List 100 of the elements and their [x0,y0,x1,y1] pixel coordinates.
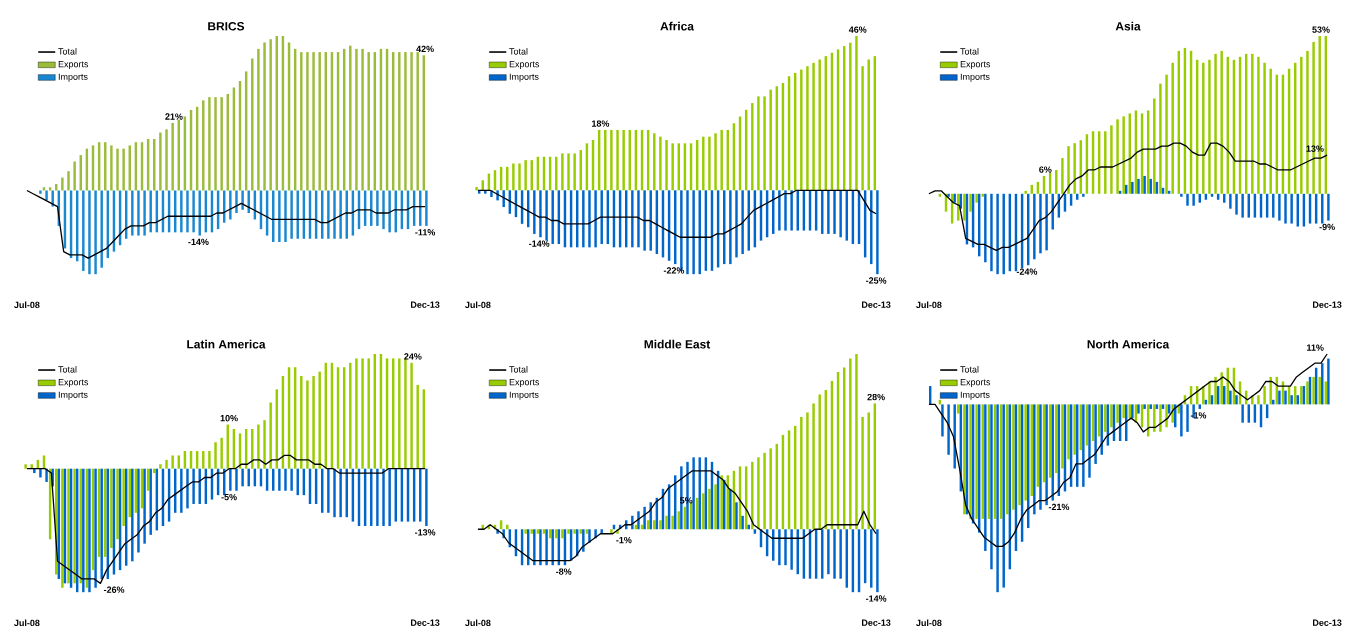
bar [122,468,125,527]
bar [533,529,536,566]
bar [1284,390,1287,405]
bar [131,190,134,236]
bar [1290,193,1293,224]
bar [290,468,293,491]
bar [214,442,217,469]
bar [416,384,419,469]
bar [671,143,674,191]
bar [692,190,695,275]
bar [990,193,993,272]
data-label: 6% [1039,166,1052,173]
bar [1033,193,1036,260]
bar [1165,404,1168,428]
bar [1116,119,1119,194]
bar [867,59,870,191]
bar [582,529,585,552]
bar [1263,62,1266,194]
bar [969,193,972,212]
bar [24,464,27,469]
data-label: 11% [1307,344,1324,351]
data-label: -14% [865,595,887,602]
bar [171,122,174,191]
bar [551,190,554,244]
bar [300,376,303,469]
bar [778,529,781,566]
bar [202,100,205,191]
bar [1318,376,1321,405]
bar [1202,386,1205,405]
bar [551,529,554,566]
bar [957,404,960,414]
bar [790,190,793,231]
bar [61,468,64,588]
bar [714,133,717,191]
bar [778,190,781,231]
bar [861,66,864,191]
bar [806,66,809,191]
bar [251,58,254,191]
bar [1137,178,1140,194]
legend-label: Exports [509,379,540,388]
data-label: 21% [165,113,183,120]
bar [1321,363,1324,405]
bar [82,190,85,271]
bar [769,448,772,530]
bar [367,52,370,191]
bar [165,459,168,469]
bar [996,404,999,593]
x-tick-label: Dec-13 [862,301,891,308]
bar [870,190,873,265]
bar [241,190,244,210]
bar [1143,175,1146,194]
bar [708,488,711,530]
bar [1073,143,1076,194]
bar [610,129,613,191]
bar [1290,395,1293,405]
bar [1082,404,1085,487]
data-label: -13% [414,529,436,536]
bar [1192,193,1195,206]
bar [257,48,260,191]
bar [1235,395,1238,405]
bar [984,404,987,551]
bar [1159,83,1162,194]
legend-label: Total [58,366,77,373]
bar [757,96,760,191]
bar [94,468,97,588]
bar [1165,74,1168,194]
bar [714,484,717,530]
bar [1002,193,1005,275]
data-label: 53% [1312,26,1330,33]
bar [708,136,711,191]
x-tick-label: Jul-08 [14,301,40,309]
legend-label: Imports [960,73,990,82]
bar [1180,193,1183,197]
bar [1024,404,1027,501]
bar [143,468,146,544]
bar [616,129,619,191]
bar [530,529,533,534]
bar [339,190,342,239]
bar [812,62,815,191]
bar [600,190,603,244]
bar [290,190,293,239]
bar [953,404,956,469]
legend-label: Imports [58,391,88,400]
bar [376,190,379,226]
bar [180,190,183,233]
bar [159,132,162,191]
bar [1067,404,1070,460]
bar [524,160,527,191]
bar [686,190,689,275]
bar [202,451,205,469]
bar [518,163,521,191]
data-label: -22% [663,267,685,274]
bar [653,133,656,191]
bar [235,468,238,491]
bar [339,468,342,518]
bar [312,52,315,191]
bar [1143,404,1146,409]
data-label: 10% [220,415,238,422]
bar [1214,53,1217,194]
bar [579,529,582,534]
